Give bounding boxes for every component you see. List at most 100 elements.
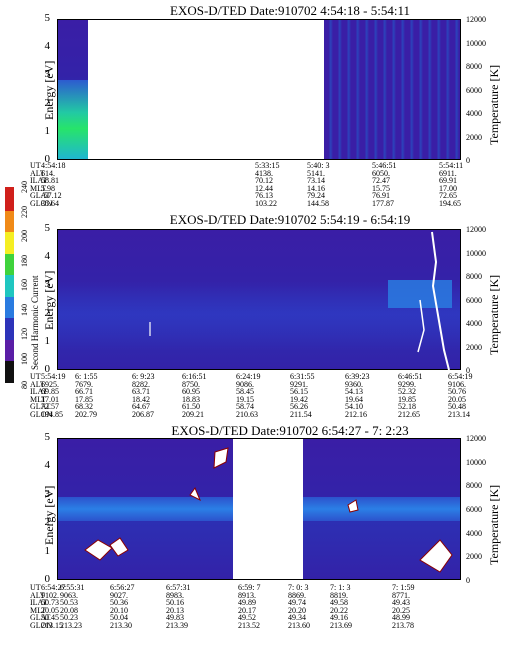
contour-line [431,231,450,371]
info-cell: 213.78 [392,621,414,630]
info-cell: 6:39:23 [345,372,370,381]
info-cell: 4138. [255,168,273,178]
info-cell: 6:59: 7 [238,583,261,592]
y-tick-label: 4 [44,40,51,53]
y-tick-label: 0 [44,363,51,375]
info-cell: 6:57:31 [166,583,191,592]
info-cell: 194.85 [41,410,63,419]
info-cell: 61.50 [182,402,200,412]
info-row-label: GLAT [30,613,51,623]
info-row-label: UT [30,161,41,170]
info-cell: 50.23 [60,613,78,623]
info-cell: -57.12 [41,191,62,201]
info-cell: 20.22 [330,605,348,615]
chart-title: EXOS-D/TED Date:910702 4:54:18 - 5:54:11 [170,3,410,18]
info-cell: 50.45 [41,613,59,623]
contour-blob [189,486,201,502]
info-cell: 20.17 [238,605,256,615]
y2-tick-label: 8000 [466,481,482,491]
y2-tick-label: 10000 [466,38,486,48]
info-cell: 18.42 [132,394,150,404]
y2-tick-label: 2000 [466,342,482,352]
info-cell: 79.24 [307,191,325,201]
info-row-label: MLT [30,605,47,615]
y2-tick-label: 0 [466,366,470,375]
info-row-label: MLT [30,394,47,404]
y-tick-label: 4 [44,459,51,472]
info-row-label: ALT [30,590,45,600]
info-cell: 48.99 [392,613,410,623]
info-cell: 17.85 [75,394,93,404]
y-tick-label: 3 [44,68,51,81]
info-cell: 58.81 [41,176,59,186]
plot-area [57,229,461,370]
info-cell: 66.71 [75,387,93,397]
info-cell: 5:54:11 [439,161,464,170]
info-row-label: ILAT [30,598,48,608]
info-cell: 52.18 [398,402,416,412]
info-cell: 9291. [290,379,308,389]
info-cell: 213.39 [166,621,188,630]
y-tick-label: 4 [44,250,51,263]
info-cell: 50.36 [110,598,128,608]
info-cell: 213.69 [330,621,352,630]
info-row-label: UT [30,583,41,592]
contour-blob [347,499,359,513]
info-cell: 9102. [41,590,59,600]
info-row-label: GLAT [30,402,51,412]
info-cell: 7: 0: 3 [288,583,309,592]
info-row-label: ALT [30,168,45,178]
chart-title: EXOS-D/TED Date:910702 6:54:27 - 7: 2:23 [171,423,409,438]
info-row-label: MLT [30,183,47,193]
y2-tick-label: 10000 [466,248,486,258]
info-cell: 52.32 [398,387,416,397]
info-cell: 50.53 [60,598,78,608]
info-cell: 5:54:19 [41,372,66,381]
y2-tick-label: 12000 [466,225,486,234]
info-cell: 9086. [236,379,254,389]
info-row-label: GLON [30,621,53,630]
info-cell: 63.71 [132,387,150,397]
info-cell: 212.16 [345,410,367,419]
info-cell: 213.23 [60,621,82,630]
info-cell: 213.52 [238,621,260,630]
y-tick-label: 1 [44,544,51,557]
info-cell: 20.20 [288,605,306,615]
info-cell: 20.13 [166,605,184,615]
info-cell: 6:54:19 [448,372,473,381]
info-cell: 17.00 [439,183,457,193]
info-cell: 50.04 [110,613,128,623]
info-cell: 9027. [110,590,128,600]
info-cell: 64.67 [132,402,150,412]
info-cell: 8282. [132,379,150,389]
info-cell: 6:16:51 [182,372,207,381]
info-cell: 8771. [392,590,410,600]
info-cell: 6: 9:23 [132,372,155,381]
info-cell: 19.42 [290,394,308,404]
info-cell: 19.64 [345,394,363,404]
info-cell: 69.91 [439,176,457,186]
colorbar-tick: 160 [20,279,29,291]
y-tick-label: 3 [44,278,51,291]
colorbar-tick: 100 [20,352,29,365]
info-cell: 213.30 [110,621,132,630]
info-cell: 19.85 [398,394,416,404]
info-cell: 72.47 [372,176,390,186]
info-cell: 6:31:55 [290,372,315,381]
y-tick-label: 3 [44,487,51,500]
y-tick-label: 2 [44,516,51,529]
info-cell: 5.98 [41,183,55,193]
y2-tick-label: 2000 [466,132,482,142]
info-cell: 213.60 [288,621,310,630]
info-cell: 6050. [372,168,390,178]
info-cell: 15.75 [372,183,390,193]
y-tick-label: 5 [44,222,51,234]
info-cell: 213.14 [448,410,470,419]
info-row-label: ILAT [30,387,48,397]
info-cell: 19.15 [236,394,254,404]
y-tick-label: 5 [44,431,51,443]
info-cell: 73.14 [307,176,325,186]
info-cell: 69.85 [41,387,59,397]
info-cell: 9063. [60,590,78,600]
colorbar-tick: 120 [20,328,29,340]
